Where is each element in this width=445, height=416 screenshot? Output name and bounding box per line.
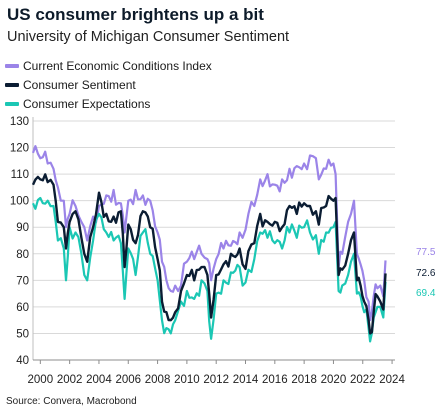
x-tick-label-2002: 2002 bbox=[57, 374, 83, 386]
y-tick-label-100: 100 bbox=[10, 196, 29, 208]
legend-item-expectations: Consumer Expectations bbox=[5, 94, 212, 113]
x-tick-label-2022: 2022 bbox=[350, 374, 376, 386]
legend-label-sentiment: Consumer Sentiment bbox=[23, 77, 136, 92]
y-tick-label-120: 120 bbox=[10, 143, 29, 155]
x-tick-label-2024: 2024 bbox=[379, 374, 405, 386]
x-tick-label-2012: 2012 bbox=[203, 374, 229, 386]
x-tick-label-2000: 2000 bbox=[28, 374, 54, 386]
legend-label-current: Current Economic Conditions Index bbox=[23, 58, 212, 73]
y-tick-label-50: 50 bbox=[16, 328, 29, 340]
legend-label-expectations: Consumer Expectations bbox=[23, 96, 151, 111]
x-tick-label-2020: 2020 bbox=[321, 374, 347, 386]
legend-swatch-expectations bbox=[5, 101, 19, 106]
y-tick-label-110: 110 bbox=[11, 169, 29, 181]
x-tick-label-2018: 2018 bbox=[291, 374, 317, 386]
y-tick-label-80: 80 bbox=[16, 249, 29, 261]
end-label-expectations: 69.4 bbox=[416, 288, 436, 299]
y-tick-label-60: 60 bbox=[16, 302, 29, 314]
source-note: Source: Convera, Macrobond bbox=[6, 396, 137, 407]
x-tick-label-2006: 2006 bbox=[115, 374, 141, 386]
chart-legend: Current Economic Conditions Index Consum… bbox=[5, 56, 212, 113]
y-tick-label-90: 90 bbox=[16, 222, 29, 234]
x-tick-label-2004: 2004 bbox=[86, 374, 112, 386]
x-tick-label-2014: 2014 bbox=[233, 374, 259, 386]
y-tick-label-40: 40 bbox=[16, 355, 29, 367]
legend-item-sentiment: Consumer Sentiment bbox=[5, 75, 212, 94]
y-tick-label-130: 130 bbox=[10, 116, 29, 128]
y-tick-label-70: 70 bbox=[16, 275, 29, 287]
end-label-current: 77.5 bbox=[416, 247, 436, 258]
x-tick-label-2010: 2010 bbox=[174, 374, 200, 386]
series-line-sentiment bbox=[31, 173, 387, 335]
end-label-sentiment: 72.6 bbox=[416, 268, 436, 279]
legend-swatch-sentiment bbox=[5, 82, 19, 87]
series-line-expectations bbox=[31, 196, 387, 343]
legend-item-current: Current Economic Conditions Index bbox=[5, 56, 212, 75]
x-tick-label-2016: 2016 bbox=[262, 374, 288, 386]
chart-subtitle: University of Michigan Consumer Sentimen… bbox=[7, 29, 290, 45]
chart-title: US consumer brightens up a bit bbox=[7, 5, 264, 24]
x-tick-label-2008: 2008 bbox=[145, 374, 171, 386]
legend-swatch-current bbox=[5, 63, 19, 68]
